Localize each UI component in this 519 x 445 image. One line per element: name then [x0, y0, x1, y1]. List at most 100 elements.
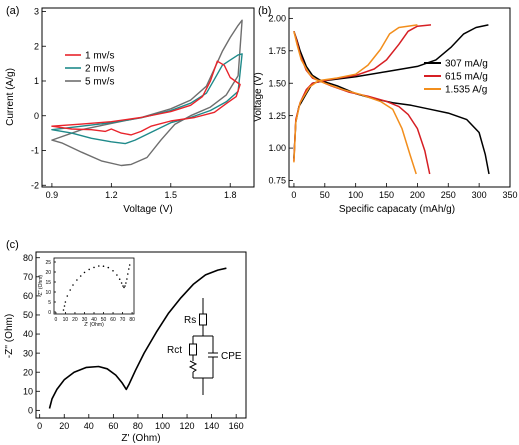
inset-point	[127, 273, 129, 275]
discharge-curve	[293, 31, 431, 175]
panel-b-y-tick-label: 1.75	[268, 46, 286, 56]
inset-x-tick-label: 20	[72, 317, 78, 323]
panel-a-x-label: Voltage (V)	[123, 204, 172, 215]
rct-resistor	[189, 343, 197, 356]
inset-y-tick-label: 20	[45, 270, 51, 276]
cv-curve	[51, 53, 243, 145]
panel-b-frame	[288, 7, 511, 188]
inset-point	[83, 271, 86, 274]
cv-curve	[51, 19, 243, 167]
panel-b-x-tick-label: 250	[441, 190, 456, 200]
panel-c-x-tick-label: 120	[180, 421, 195, 431]
legend-label: 615 mA/g	[445, 72, 488, 83]
inset-point	[126, 278, 128, 280]
panel-c-y-tick-label: 60	[23, 291, 33, 301]
inset-point	[72, 284, 74, 286]
panel-b-x-tick-label: 300	[472, 190, 487, 200]
circuit-label-rct: Rct	[167, 345, 182, 356]
panel-a-legend: 1 mv/s 2 mv/s 5 mv/s	[65, 51, 114, 88]
legend-label: 5 mv/s	[85, 77, 114, 88]
panel-b-x-tick-label: 0	[291, 190, 296, 200]
panel-c-y-tick-label: 30	[23, 348, 33, 358]
inset-x-tick-label: 80	[129, 317, 135, 323]
inset-points	[62, 264, 131, 311]
panel-c-x-tick-label: 20	[59, 421, 69, 431]
panel-b-x-label: Specific capacaty (mAh/g)	[339, 204, 455, 215]
panel-a-y-tick-label: 1	[34, 76, 39, 86]
panel-c-x-ticks: 0 20 40 60 80 100 120 140 160	[37, 414, 244, 431]
inset-y-label: -Z'' (Ohm)	[38, 275, 44, 298]
inset-x-tick-label: 60	[110, 317, 116, 323]
inset-point	[62, 309, 65, 311]
panel-c: (c) 0 20 40 60 80 100 120 140 160 01020304050607…	[4, 239, 247, 444]
inset-point	[93, 266, 95, 269]
legend-label: 1 mv/s	[85, 51, 114, 62]
panel-c-y-ticks: 0 10 20 30 40 50 60 70 80	[23, 253, 40, 416]
inset-y-tick-label: 5	[48, 300, 51, 306]
inset-point	[128, 268, 130, 270]
panel-a-y-tick-label: -2	[31, 180, 39, 190]
inset-y-ticks: 0 5 10 15 20 25	[45, 260, 56, 316]
panel-c-x-tick-label: 80	[133, 421, 143, 431]
inset-point	[125, 282, 127, 284]
legend-label: 307 mA/g	[445, 59, 488, 70]
nyquist-curve	[48, 267, 227, 409]
panel-b-y-tick-label: 1.25	[268, 111, 286, 121]
inset-point	[116, 274, 118, 276]
panel-c-frame	[35, 251, 247, 419]
panel-c-y-tick-label: 80	[23, 253, 33, 263]
inset-x-tick-label: 10	[63, 317, 69, 323]
inset-point	[79, 275, 82, 277]
inset-y-tick-label: 15	[45, 280, 51, 286]
inset-point	[122, 285, 124, 287]
panel-b-x-tick-label: 350	[502, 190, 517, 200]
panel-a-y-tick-label: 0	[34, 111, 39, 121]
inset-point	[69, 289, 71, 291]
inset-point	[107, 266, 110, 269]
charge-curve	[293, 24, 432, 162]
inset-point	[128, 264, 131, 266]
inset-point	[102, 265, 105, 268]
panel-a-frame	[41, 7, 255, 188]
cv-curve	[51, 60, 241, 136]
inset-y-tick-label: 0	[48, 310, 51, 316]
inset-point	[120, 282, 123, 284]
inset-frame	[53, 257, 135, 315]
inset-x-ticks: 0 10 20 30 40 50 60 70 80	[55, 312, 135, 323]
panel-a-x-tick-label: 1.5	[165, 190, 178, 200]
charge-curve	[293, 24, 418, 163]
panel-c-x-tick-label: 40	[84, 421, 94, 431]
panel-c-x-label: Z' (Ohm)	[121, 433, 160, 444]
panel-b-y-label: Voltage (V)	[253, 72, 264, 121]
panel-a-y-tick-label: -1	[31, 146, 39, 156]
discharge-curve	[293, 31, 417, 175]
panel-c-x-tick-label: 60	[108, 421, 118, 431]
panel-a-x-tick-label: 1.2	[105, 190, 118, 200]
panel-a-y-ticks: -2 -1 0 1 2 3	[31, 7, 46, 190]
inset-y-tick-label: 25	[45, 260, 51, 266]
panel-c-y-tick-label: 0	[28, 406, 33, 416]
panel-b-x-tick-label: 100	[348, 190, 363, 200]
inset-point	[112, 270, 114, 272]
inset-point	[123, 286, 125, 289]
panel-b-x-tick-label: 200	[410, 190, 425, 200]
panel-c-label: (c)	[6, 239, 19, 251]
inset-point	[98, 265, 100, 267]
panel-b-y-tick-label: 0.75	[268, 176, 286, 186]
panel-b-x-tick-label: 150	[379, 190, 394, 200]
inset-x-tick-label: 40	[91, 317, 97, 323]
circuit-label-cpe: CPE	[221, 351, 242, 362]
circuit-label-rs: Rs	[184, 315, 196, 326]
panel-b-y-tick-label: 1.50	[268, 78, 286, 88]
inset-x-tick-label: 50	[101, 317, 107, 323]
panel-c-y-tick-label: 10	[23, 386, 33, 396]
panel-c-y-tick-label: 20	[23, 367, 33, 377]
panel-a-y-tick-label: 3	[34, 7, 39, 17]
panel-b-x-tick-label: 50	[320, 190, 330, 200]
panel-b-series	[293, 24, 490, 175]
inset-y-tick-label: 10	[45, 290, 51, 296]
inset-point	[118, 278, 121, 281]
inset-point	[88, 268, 90, 271]
